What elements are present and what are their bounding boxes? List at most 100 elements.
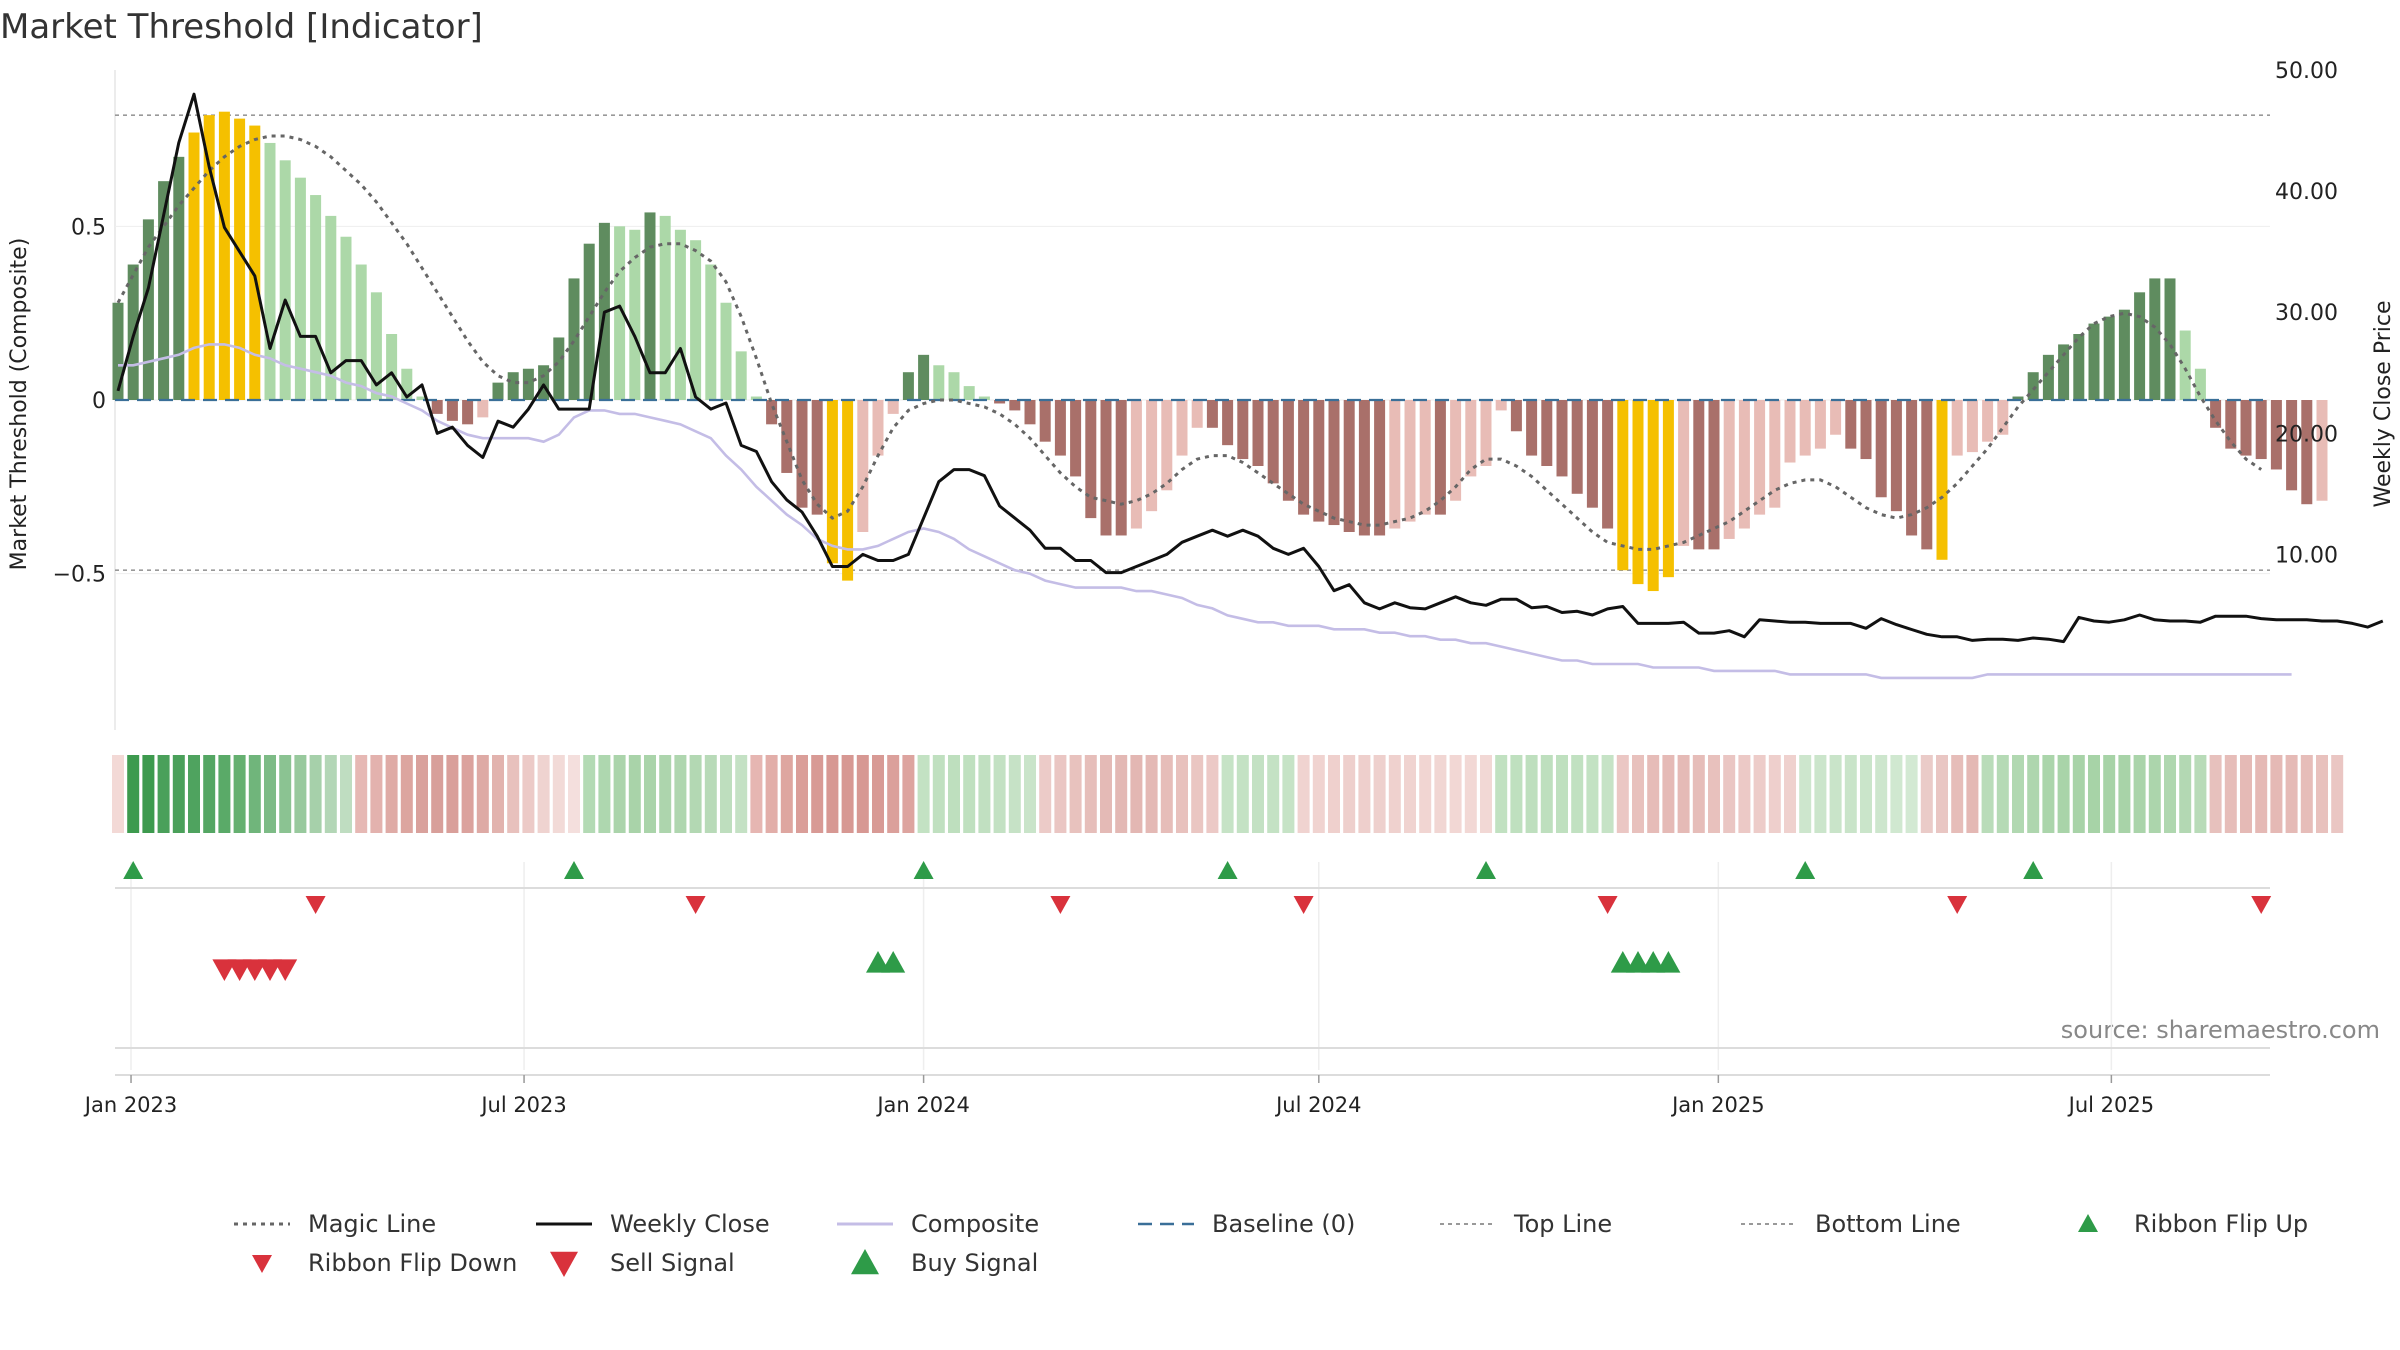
composite-bar (401, 368, 413, 400)
ribbon-cell (1875, 755, 1888, 833)
buy-signal-marker (1641, 951, 1666, 973)
y-tick-right-label: 10.00 (2275, 543, 2338, 568)
ribbon-cell (1829, 755, 1842, 833)
composite-bar (2149, 278, 2161, 400)
ribbon-cell (1860, 755, 1872, 833)
y-tick-left-label: 0.5 (71, 215, 106, 240)
composite-bar (1662, 400, 1674, 578)
composite-bar (1222, 400, 1234, 446)
composite-bar (1009, 400, 1021, 411)
x-tick-label: Jul 2025 (2067, 1093, 2154, 1117)
ribbon-cell (2300, 755, 2313, 833)
weekly-close-line (116, 92, 2384, 644)
ribbon-cell (416, 755, 428, 833)
composite-bar (294, 177, 306, 400)
ribbon-flip-up-marker (2023, 861, 2044, 879)
composite-bar (1617, 400, 1629, 571)
ribbon-cell (324, 755, 337, 833)
ribbon-cell (613, 755, 626, 833)
ribbon-cell (1328, 755, 1340, 833)
ribbon-cell (2164, 755, 2176, 833)
ribbon-cell (2209, 755, 2222, 833)
legend-label: Buy Signal (911, 1249, 1038, 1277)
composite-bar (1966, 400, 1978, 453)
composite-bar (1997, 400, 2009, 435)
ribbon-cell (1844, 755, 1857, 833)
ribbon-cell (2012, 755, 2024, 833)
composite-bar (735, 351, 747, 400)
composite-bar (2118, 309, 2130, 400)
composite-bar (1693, 400, 1705, 550)
composite-bar (826, 400, 838, 564)
composite-bar (1176, 400, 1188, 456)
ribbon-cell (1221, 755, 1234, 833)
ribbon-cell (2316, 755, 2328, 833)
ribbon-cell (1206, 755, 1219, 833)
composite-bar (1890, 400, 1902, 512)
legend-label: Composite (911, 1210, 1039, 1238)
signal-rows (115, 861, 2272, 1076)
ribbon-cell (932, 755, 945, 833)
composite-bar (477, 400, 489, 418)
composite-bar (781, 400, 793, 473)
composite-bar (1571, 400, 1583, 494)
composite-bar (2225, 400, 2237, 449)
ribbon-cell (1495, 755, 1508, 833)
ribbon-cell (1160, 755, 1173, 833)
ribbon-cell (1677, 755, 1690, 833)
composite-bar (1541, 400, 1553, 466)
ribbon-cell (2331, 755, 2344, 833)
composite-bar (370, 292, 382, 400)
ribbon-cell (1388, 755, 1401, 833)
ribbon-cell (1814, 755, 1827, 833)
composite-bar (568, 278, 580, 400)
composite-bar (2042, 354, 2054, 400)
ribbon-cell (1936, 755, 1948, 833)
ribbon-cell (522, 755, 535, 833)
threshold-lines (115, 114, 2270, 572)
ribbon-cell (963, 755, 976, 833)
ribbon-cell (1176, 755, 1188, 833)
ribbon-cell (1130, 755, 1143, 833)
ribbon-cell (218, 755, 231, 833)
ribbon (112, 755, 2344, 833)
ribbon-cell (279, 755, 292, 833)
composite-bar (918, 354, 930, 400)
legend-label: Ribbon Flip Down (308, 1249, 517, 1277)
composite-bar (1374, 400, 1386, 536)
composite-bar (766, 400, 778, 425)
ribbon-cell (1282, 755, 1295, 833)
y-tick-right-label: 40.00 (2275, 180, 2338, 205)
y-axis-right-label: Weekly Close Price (2371, 301, 2396, 508)
ribbon-cell (1449, 755, 1462, 833)
ribbon-cell (1708, 755, 1720, 833)
ribbon-cell (568, 755, 580, 833)
ribbon-cell (507, 755, 520, 833)
ribbon-cell (917, 755, 930, 833)
ribbon-cell (704, 755, 717, 833)
ribbon-cell (2148, 755, 2161, 833)
ribbon-cell (1312, 755, 1325, 833)
ribbon-cell (872, 755, 884, 833)
composite-bar (2270, 400, 2282, 470)
ribbon-cell (370, 755, 383, 833)
buy-signal-marker (1656, 951, 1681, 973)
legend-swatch (550, 1251, 578, 1277)
composite-bar (112, 302, 124, 400)
ribbon-cell (340, 755, 352, 833)
composite-bar (538, 365, 550, 400)
ribbon-cell (765, 755, 778, 833)
ribbon-cell (2224, 755, 2237, 833)
ribbon-cell (431, 755, 444, 833)
ribbon-cell (2042, 755, 2055, 833)
composite-bar (264, 142, 276, 400)
composite-bar (158, 181, 170, 400)
composite-bar (1146, 400, 1158, 512)
ribbon-cell (1616, 755, 1629, 833)
composite-bar (1556, 400, 1568, 477)
composite-bar (796, 400, 808, 508)
x-tick-label: Jan 2024 (875, 1093, 970, 1117)
ribbon-cell (1540, 755, 1553, 833)
ribbon-cell (780, 755, 793, 833)
composite-bar (2134, 292, 2146, 400)
